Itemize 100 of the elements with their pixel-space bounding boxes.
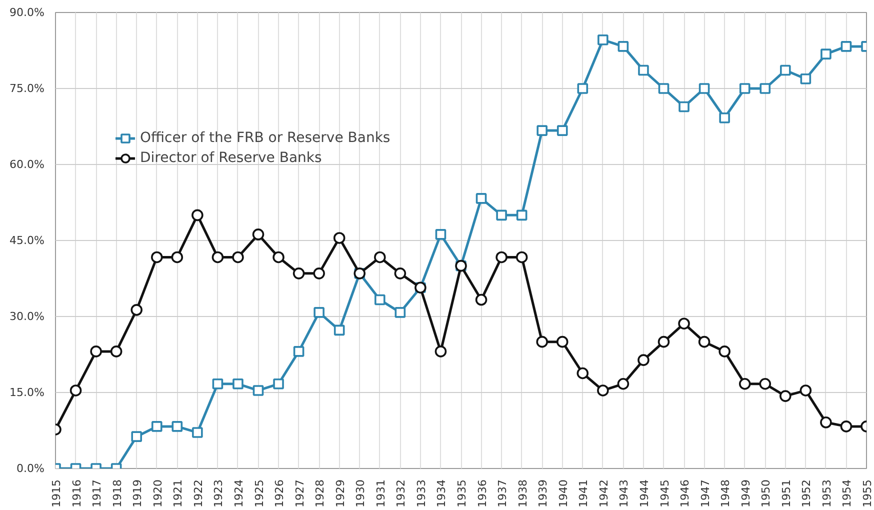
- point: [638, 354, 650, 366]
- point: [536, 125, 548, 136]
- point: [840, 41, 852, 52]
- x-tick-label: 1922: [192, 479, 205, 508]
- point: [738, 378, 751, 390]
- point: [476, 193, 487, 204]
- point: [840, 420, 852, 432]
- y-tick-label: 0.0%: [16, 462, 45, 475]
- x-tick-label: 1943: [618, 479, 631, 508]
- point: [252, 385, 264, 396]
- point: [820, 48, 832, 60]
- x-tick-label: 1936: [476, 479, 489, 508]
- point: [435, 229, 446, 240]
- y-tick-label: 45.0%: [10, 234, 45, 247]
- point: [110, 346, 122, 358]
- x-tick-label: 1934: [435, 479, 448, 508]
- point: [212, 251, 224, 264]
- point: [131, 431, 142, 442]
- point: [598, 34, 608, 46]
- x-tick-label: 1938: [516, 479, 530, 508]
- point: [292, 268, 305, 280]
- point: [313, 268, 325, 280]
- x-tick-label: 1920: [151, 479, 164, 508]
- point: [496, 251, 508, 264]
- x-tick-label: 1916: [70, 479, 84, 508]
- x-tick-label: 1946: [678, 479, 692, 508]
- point: [151, 421, 162, 432]
- point: [273, 378, 284, 390]
- point: [394, 268, 406, 280]
- point: [577, 83, 588, 94]
- point: [739, 83, 750, 94]
- point: [556, 125, 568, 136]
- point: [333, 232, 346, 244]
- point: [759, 378, 772, 390]
- point: [618, 41, 629, 52]
- x-tick-label: 1925: [252, 479, 266, 508]
- x-tick-label: 1947: [698, 479, 712, 508]
- point: [90, 346, 102, 358]
- point: [172, 421, 183, 432]
- point: [496, 210, 507, 221]
- point: [374, 251, 386, 264]
- point: [698, 336, 710, 348]
- point: [272, 251, 284, 264]
- x-tick-label: 1918: [110, 479, 124, 508]
- x-tick-label: 1930: [354, 479, 368, 508]
- x-tick-label: 1948: [719, 479, 732, 508]
- x-tick-label: 1950: [760, 479, 773, 508]
- point: [232, 378, 244, 390]
- x-tick-label: 1929: [334, 479, 347, 508]
- point: [638, 64, 649, 76]
- x-tick-label: 1923: [212, 479, 226, 508]
- point: [516, 251, 528, 264]
- x-tick-label: 1949: [739, 479, 752, 508]
- point: [576, 367, 589, 380]
- x-tick-label: 1919: [131, 479, 144, 508]
- y-tick-label: 60.0%: [10, 158, 45, 171]
- x-tick-label: 1939: [536, 479, 550, 508]
- point: [718, 346, 730, 358]
- point: [556, 336, 568, 348]
- point: [780, 64, 791, 76]
- y-tick-label: 90.0%: [10, 6, 45, 19]
- x-tick-label: 1941: [577, 479, 590, 508]
- point: [334, 324, 345, 336]
- x-tick-label: 1927: [293, 479, 306, 508]
- point: [820, 416, 832, 428]
- x-tick-label: 1955: [861, 479, 874, 508]
- point: [617, 378, 630, 390]
- point: [475, 294, 488, 306]
- legend-label: Officer of the FRB or Reserve Banks: [140, 130, 390, 146]
- y-tick-label: 15.0%: [10, 386, 45, 399]
- point: [252, 228, 264, 240]
- point: [800, 384, 812, 396]
- point: [658, 83, 670, 94]
- point: [597, 384, 609, 396]
- x-tick-label: 1954: [840, 479, 854, 508]
- x-tick-label: 1944: [638, 479, 651, 508]
- point: [212, 378, 224, 390]
- point: [658, 336, 670, 348]
- x-tick-label: 1935: [456, 479, 468, 508]
- point: [314, 307, 324, 318]
- point: [678, 318, 690, 330]
- y-tick-label: 75.0%: [10, 82, 45, 95]
- x-tick-label: 1951: [780, 479, 793, 508]
- point: [171, 251, 184, 264]
- x-tick-label: 1933: [414, 479, 428, 508]
- x-tick-label: 1932: [394, 479, 408, 508]
- x-tick-label: 1924: [232, 479, 246, 508]
- x-tick-label: 1926: [273, 479, 286, 508]
- x-tick-label: 1953: [820, 479, 834, 508]
- point: [232, 251, 244, 264]
- y-tick-label: 30.0%: [10, 310, 45, 323]
- point: [760, 83, 771, 94]
- x-tick-label: 1917: [90, 479, 104, 508]
- point: [780, 390, 792, 402]
- point: [516, 210, 528, 221]
- x-tick-label: 1952: [800, 479, 814, 508]
- point: [192, 427, 203, 438]
- legend-label: Director of Reserve Banks: [140, 150, 322, 166]
- x-tick-label: 1921: [172, 479, 185, 508]
- point: [434, 346, 447, 358]
